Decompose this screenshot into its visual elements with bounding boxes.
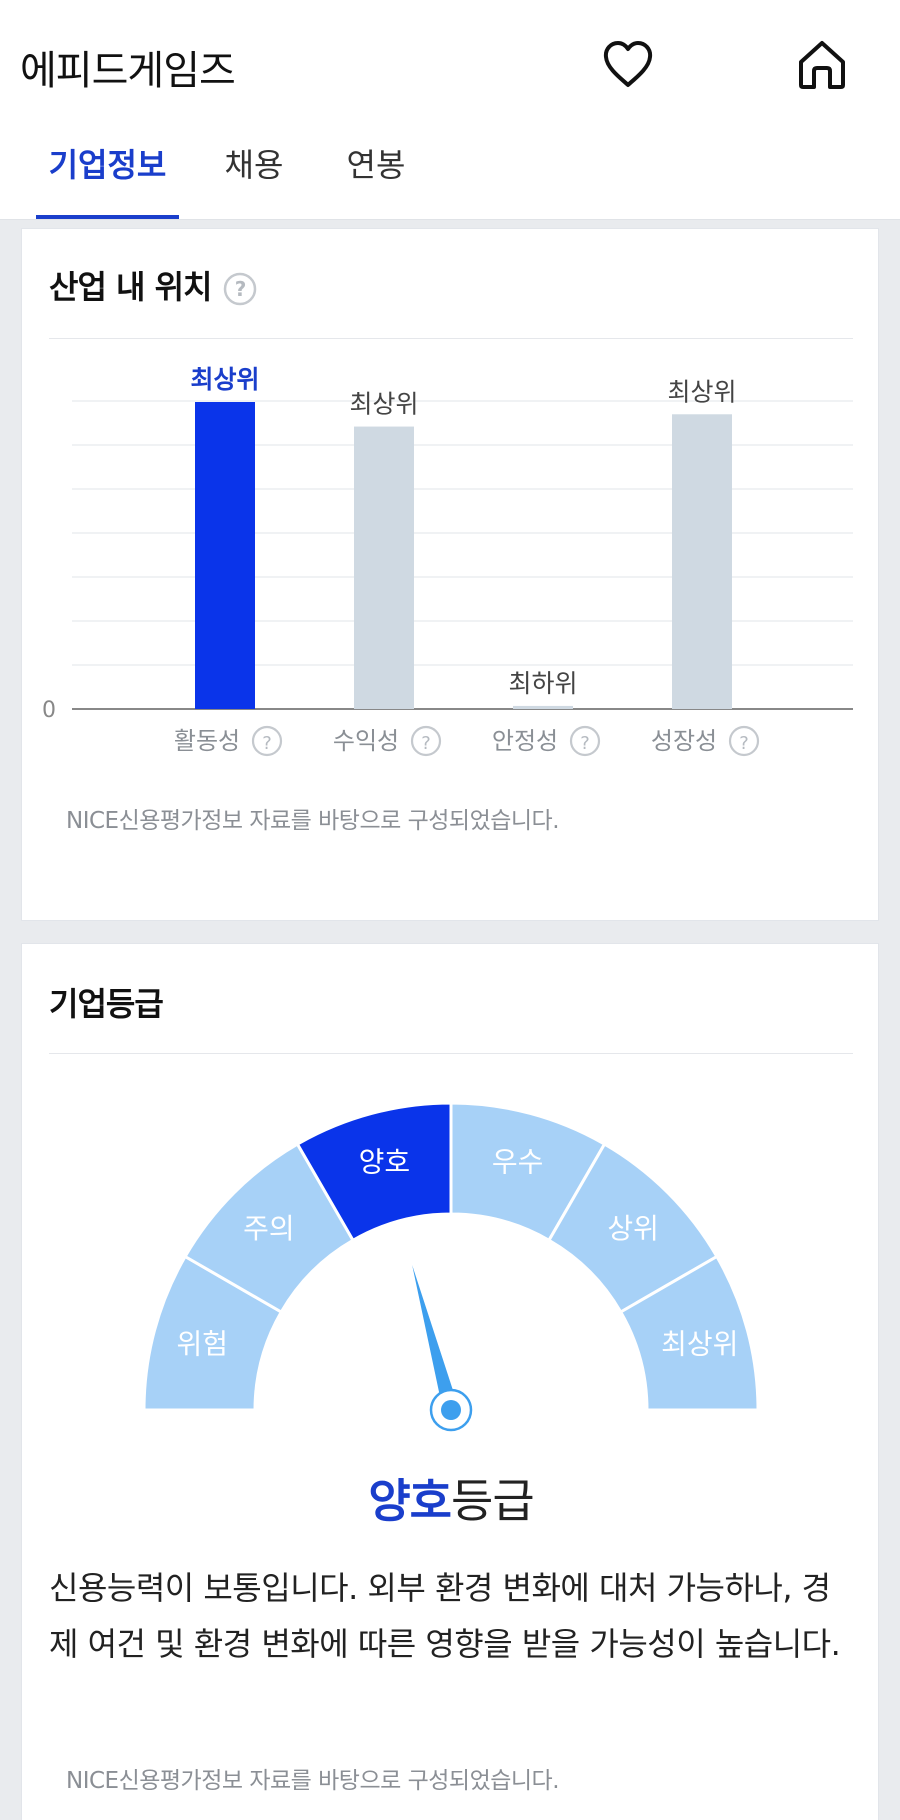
bar-value-label: 최상위 <box>190 365 259 394</box>
heart-icon[interactable] <box>599 36 657 94</box>
gauge-segment-label: 상위 <box>607 1212 659 1245</box>
card-divider <box>49 338 853 339</box>
bar-2 <box>354 426 414 709</box>
company-grade-title: 기업등급 <box>49 985 164 1023</box>
help-icon[interactable] <box>569 725 601 757</box>
help-icon-glyph: ? <box>739 733 749 754</box>
help-icon-glyph: ? <box>580 733 590 754</box>
tab-recruitment[interactable]: 채용 <box>224 146 284 184</box>
tab-salary[interactable]: 연봉 <box>346 146 406 184</box>
gauge-segment-label: 양호 <box>359 1145 411 1178</box>
bar-value-label: 최상위 <box>349 390 418 419</box>
card-divider <box>49 1053 853 1054</box>
help-icon[interactable] <box>410 725 442 757</box>
tab-bar: 기업정보 채용 연봉 <box>0 140 900 220</box>
bar-value-label: 최하위 <box>508 669 577 698</box>
bar-value-label: 최상위 <box>667 377 736 406</box>
tab-company-info[interactable]: 기업정보 <box>48 146 167 184</box>
home-icon[interactable] <box>793 36 851 94</box>
industry-position-card: 산업 내 위치 ? 0 최상위 활동성? 최상위 수익성? 최하위 안정성? 최상위 성장성? … <box>21 228 879 921</box>
gauge-segment-6 <box>618 1254 760 1412</box>
gauge-pivot <box>441 1400 461 1420</box>
active-tab-indicator <box>36 215 179 219</box>
company-grade-card: 기업등급 위험 주의 양호 우수 상위 최상위 양호등급 신용능력이 보통입니다. 외부 … <box>21 943 879 1820</box>
help-icon[interactable] <box>728 725 760 757</box>
svg-text:?: ? <box>234 277 245 301</box>
company-name: 에피드게임즈 <box>20 48 236 94</box>
industry-position-title-text: 산업 내 위치 <box>49 268 212 306</box>
gauge-segment-label: 우수 <box>492 1145 544 1178</box>
grade-result-name: 양호 <box>368 1474 452 1528</box>
data-source-note: NICE신용평가정보 자료를 바탕으로 구성되었습니다. <box>66 808 560 834</box>
gauge-needle <box>412 1265 459 1413</box>
help-icon[interactable]: ? <box>222 271 258 307</box>
gauge-segment-label: 위험 <box>177 1327 229 1360</box>
x-tick-label: 성장성 <box>651 727 717 755</box>
y-tick-label: 0 <box>42 698 56 723</box>
grade-result-suffix: 등급 <box>451 1474 535 1528</box>
grade-description: 신용능력이 보통입니다. 외부 환경 변화에 대처 가능하나, 경제 여건 및 … <box>49 1569 841 1663</box>
gauge-segment-label: 주의 <box>243 1212 295 1245</box>
gauge-segment-label: 최상위 <box>661 1327 738 1360</box>
x-tick-label: 활동성 <box>174 727 240 755</box>
x-tick-label: 수익성 <box>333 727 399 755</box>
help-icon-glyph: ? <box>421 733 431 754</box>
data-source-note: NICE신용평가정보 자료를 바탕으로 구성되었습니다. <box>66 1768 560 1794</box>
industry-position-title: 산업 내 위치 ? <box>49 262 258 308</box>
grade-result: 양호등급 <box>22 1465 880 1531</box>
bar-1 <box>195 402 255 709</box>
x-tick-label: 안정성 <box>492 727 558 755</box>
help-icon-glyph: ? <box>262 733 272 754</box>
bar-3 <box>513 705 573 709</box>
help-icon[interactable] <box>251 725 283 757</box>
app-header: 에피드게임즈 기업정보 채용 연봉 <box>0 0 900 220</box>
bar-4 <box>672 414 732 709</box>
